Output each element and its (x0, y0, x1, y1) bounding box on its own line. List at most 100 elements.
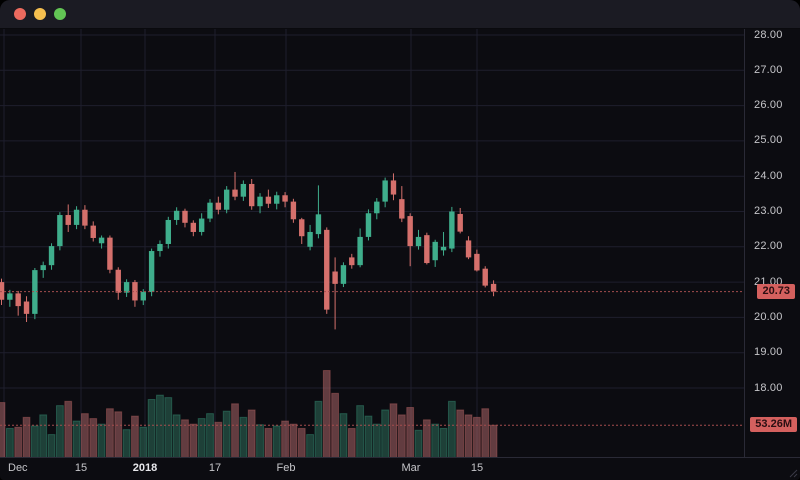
candle-body (457, 213, 463, 232)
candle-body (340, 265, 347, 284)
candle-body (474, 253, 480, 271)
candle-body (23, 301, 30, 314)
time-tick-label: 15 (74, 462, 88, 474)
volume-bar (97, 423, 106, 458)
price-tick-label: 25.00 (754, 134, 783, 147)
volume-bar (431, 423, 440, 458)
volume-bar (447, 400, 456, 458)
volume-bar (181, 419, 189, 458)
candle-body (98, 237, 105, 244)
volume-bar (364, 415, 373, 458)
minimize-button[interactable] (34, 8, 46, 20)
volume-bar (72, 420, 81, 458)
candlestick-chart[interactable] (0, 0, 745, 458)
volume-bar (106, 408, 114, 458)
volume-bar (164, 397, 173, 458)
candle-body (198, 218, 205, 232)
candle-body (307, 231, 313, 247)
candle-body (165, 219, 171, 244)
axis-corner (745, 457, 800, 480)
volume-bar (197, 418, 206, 458)
candle-body (249, 183, 255, 207)
candle-body (40, 265, 46, 271)
volume-bar (131, 415, 139, 458)
close-button[interactable] (14, 8, 26, 20)
candle-body (257, 196, 263, 207)
volume-bar (64, 400, 73, 458)
volume-bar (306, 434, 314, 458)
time-tick-label: 2018 (132, 462, 158, 474)
volume-bar (147, 398, 156, 458)
price-tick-label: 24.00 (754, 169, 783, 182)
volume-bar (347, 427, 356, 458)
price-tick-label: 18.00 (754, 381, 783, 394)
volume-bar (297, 427, 306, 458)
candle-body (449, 211, 455, 249)
volume-bar (356, 405, 365, 458)
candle-body (57, 215, 63, 247)
volume-bar (406, 406, 415, 458)
last-volume-badge: 53.26M (750, 417, 797, 433)
candle-body (324, 229, 330, 310)
volume-bar (231, 403, 239, 458)
volume-bar (314, 400, 323, 458)
candle-body (265, 196, 272, 204)
volume-bar (322, 370, 331, 458)
candle-body (132, 282, 138, 301)
candle-body (157, 243, 163, 252)
volume-bar (139, 426, 148, 458)
volume-bar (0, 402, 6, 458)
window-titlebar[interactable] (0, 0, 800, 29)
candle-body (207, 202, 213, 219)
volume-bar (30, 425, 39, 458)
candle-body (432, 241, 438, 261)
candle-body (465, 240, 472, 258)
candle-body (274, 195, 280, 204)
volume-bar (372, 423, 381, 458)
volume-bar (256, 424, 264, 458)
volume-bar (14, 426, 23, 458)
time-tick-label: 15 (470, 462, 484, 474)
candle-body (215, 202, 222, 210)
candle-body (332, 271, 338, 284)
candle-body (123, 282, 130, 293)
candle-body (424, 235, 430, 264)
volume-bar (281, 420, 289, 458)
candle-body (182, 210, 188, 223)
candle-body (374, 201, 380, 214)
price-tick-label: 20.00 (754, 310, 783, 323)
volume-bar (272, 425, 281, 458)
volume-bar (172, 414, 181, 458)
candle-body (240, 183, 247, 197)
candle-body (90, 225, 96, 238)
candle-body (148, 251, 155, 292)
candle-body (390, 180, 397, 195)
time-tick-label: 17 (208, 462, 222, 474)
price-tick-label: 28.00 (754, 28, 783, 41)
time-axis[interactable]: Dec 15 2018 17 Feb Mar 15 (0, 457, 745, 480)
candle-body (490, 283, 497, 292)
candle-body (399, 199, 405, 219)
price-tick-label: 27.00 (754, 63, 783, 76)
volume-bar (481, 408, 490, 458)
volume-bar (81, 413, 89, 458)
volume-bar (464, 414, 473, 458)
candle-body (173, 210, 180, 220)
last-price-badge: 20.73 (757, 283, 795, 299)
volume-bar (381, 409, 390, 458)
volume-bar (397, 414, 406, 458)
price-axis[interactable]: 28.00 27.00 26.00 25.00 24.00 23.00 22.00 21.00… (744, 28, 800, 458)
volume-bar (489, 424, 498, 458)
candle-body (190, 222, 197, 232)
volume-bar (472, 416, 481, 458)
candle-body (482, 268, 488, 286)
zoom-button[interactable] (54, 8, 66, 20)
candle-body (140, 291, 146, 301)
candle-body (365, 213, 372, 237)
resize-grip-icon[interactable] (788, 468, 798, 478)
volume-bar (39, 414, 48, 458)
volume-bar (389, 403, 398, 458)
volume-bar (114, 411, 123, 458)
price-tick-label: 22.00 (754, 240, 783, 253)
candle-body (32, 270, 38, 314)
